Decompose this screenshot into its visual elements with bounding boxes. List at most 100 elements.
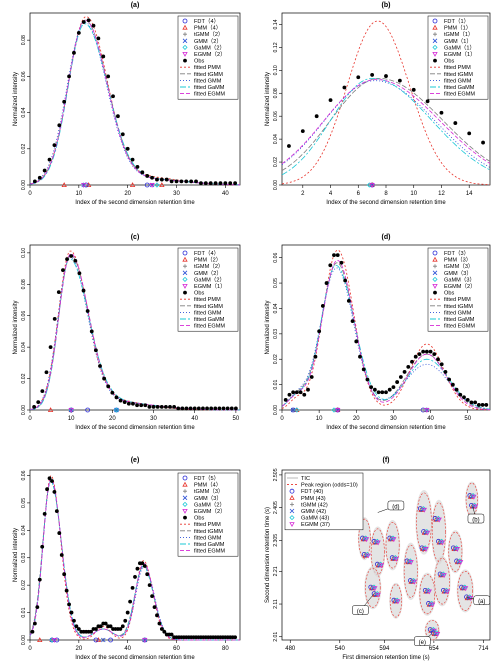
fitted-curve-egmm <box>29 253 240 411</box>
obs-point <box>473 400 478 405</box>
legend-label: GaMM（2） <box>194 501 225 508</box>
peak-marker-pmm <box>47 407 54 413</box>
legend-box <box>177 247 239 332</box>
obs-point <box>62 572 67 577</box>
legend-swatch <box>183 515 187 520</box>
obs-point <box>294 390 299 395</box>
obs-point <box>313 354 318 359</box>
panel-label: (d) <box>382 234 391 241</box>
obs-point <box>130 157 135 162</box>
fitted-curve-gmm <box>29 21 240 186</box>
y-tick-label: 0.00 <box>21 635 27 645</box>
legend-label: tGMM（3） <box>444 263 474 270</box>
legend-swatch <box>182 38 188 44</box>
legend-label: FDT（4） <box>194 18 219 25</box>
x-tick-label: 50 <box>464 416 471 422</box>
panel-b: (b) 2 4 6 8 10 12 14 0.00 0.02 0.04 0.06 0.08 0.10 0.1… <box>265 2 491 206</box>
y-tick-label: 0.04 <box>21 342 27 352</box>
obs-point <box>384 74 388 78</box>
x-tick-label: 30 <box>173 191 180 197</box>
fitted-curve-gamm <box>281 264 491 410</box>
obs-point <box>411 87 416 92</box>
obs-point <box>89 629 93 634</box>
obs-point <box>314 114 319 119</box>
obs-point <box>201 406 205 411</box>
obs-point <box>283 397 288 402</box>
y-axis-label: Second dimension retention time (s) <box>265 507 271 603</box>
y-tick-label: 0.05 <box>273 278 279 288</box>
obs-point <box>287 144 291 148</box>
legend-swatch <box>290 502 294 507</box>
obs-point <box>205 406 209 411</box>
legend-label: PMM（3） <box>444 257 471 264</box>
obs-point <box>130 586 135 590</box>
obs-point <box>72 618 76 623</box>
peak-marker-egmm <box>424 407 430 413</box>
y-tick-label: 2.505 <box>273 468 279 481</box>
peak-marker-fdt <box>108 637 113 643</box>
obs-point <box>218 181 223 186</box>
peak-egmm <box>424 530 431 536</box>
obs-point <box>342 85 347 90</box>
obs-point <box>159 627 164 631</box>
obs-point <box>139 403 144 408</box>
obs-point <box>439 110 444 115</box>
x-tick-label: 50 <box>233 416 240 422</box>
y-tick-label: 0.00 <box>21 180 27 190</box>
legend-label: PMM（2） <box>194 257 221 264</box>
peak-egmm <box>457 560 464 565</box>
legend-label: PMM（4） <box>194 482 221 489</box>
obs-point <box>50 479 54 483</box>
obs-point <box>67 602 71 607</box>
obs-point <box>36 400 41 405</box>
fitted-curve-pmm <box>281 249 490 411</box>
obs-point <box>47 157 52 162</box>
x-tick-label: 40 <box>222 191 229 197</box>
obs-point <box>209 406 214 411</box>
plot-frame <box>29 244 241 411</box>
obs-point <box>453 121 458 125</box>
peak-egmm <box>421 507 427 513</box>
x-tick-label: 4 <box>329 191 333 197</box>
peak-region <box>389 584 402 618</box>
legend: FDT（1）PMM（1）tGMM（1）GMM（1）GaMM（1）EGMM（1）O… <box>427 15 489 100</box>
peak-egmm <box>423 547 429 552</box>
obs-point <box>163 404 168 409</box>
legend-swatch <box>182 18 188 24</box>
obs-point <box>125 146 130 151</box>
y-tick-label: 0.02 <box>273 354 279 364</box>
legend-label: GaMM (43) <box>301 516 329 522</box>
legend-label: fitted PMM <box>194 522 221 528</box>
peak-egmm <box>408 560 414 565</box>
obs-point <box>169 179 174 184</box>
obs-point <box>40 389 45 394</box>
fitted-curve-gamm <box>281 78 491 176</box>
y-tick-label: 0.08 <box>21 279 27 289</box>
legend-label: GMM（2） <box>194 270 222 277</box>
legend-swatch <box>182 501 188 507</box>
y-axis-label: Normalized intensity <box>13 300 19 354</box>
obs-point <box>72 50 76 55</box>
legend-label: tGMM (42) <box>301 502 328 508</box>
legend-label: PMM (43) <box>301 496 326 502</box>
obs-point <box>199 181 203 186</box>
peak-marker-egmm <box>142 638 148 643</box>
y-axis-label: Normalized intensity <box>265 72 271 126</box>
x-tick-label: 10 <box>75 191 82 197</box>
obs-point <box>328 98 333 103</box>
obs-point <box>317 329 322 334</box>
obs-point <box>309 375 314 379</box>
x-axis-label: First dimension retention time (s) <box>342 655 429 661</box>
obs-point <box>52 490 57 494</box>
obs-point <box>131 401 135 406</box>
obs-point <box>450 382 455 387</box>
obs-point <box>298 390 303 395</box>
y-tick-label: 0.06 <box>273 111 279 121</box>
obs-point <box>425 99 430 104</box>
obs-point <box>443 370 448 374</box>
obs-point <box>89 329 94 334</box>
legend-box <box>177 15 239 100</box>
obs-point <box>98 364 102 368</box>
obs-point <box>406 364 411 369</box>
obs-point <box>221 406 226 411</box>
